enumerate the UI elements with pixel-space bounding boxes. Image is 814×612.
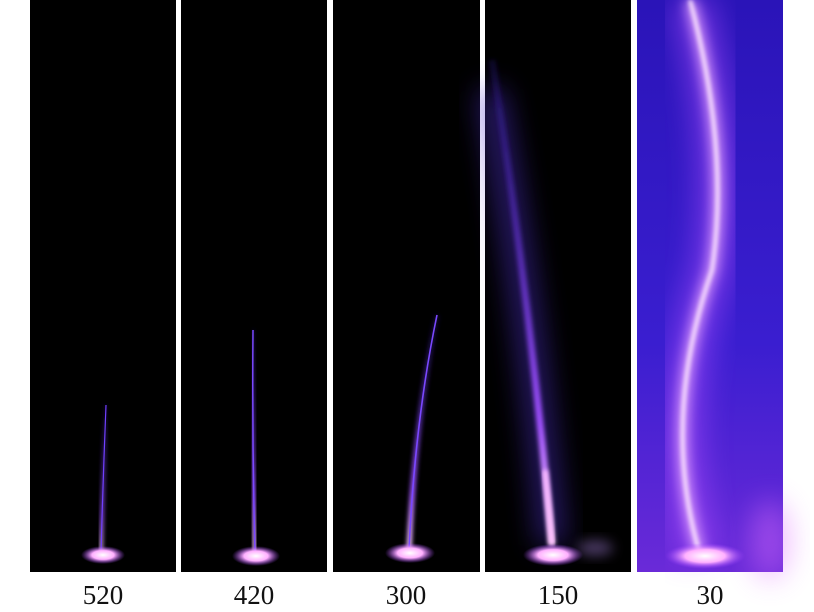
panel-label: 150 xyxy=(538,580,579,610)
panel xyxy=(30,0,176,572)
panel-label: 30 xyxy=(697,580,724,610)
panel-label: 520 xyxy=(83,580,124,610)
panel-label: 300 xyxy=(386,580,427,610)
panel xyxy=(333,0,480,572)
panel xyxy=(477,0,631,572)
panel xyxy=(637,0,790,580)
panel xyxy=(181,0,327,572)
panel-label: 420 xyxy=(234,580,275,610)
